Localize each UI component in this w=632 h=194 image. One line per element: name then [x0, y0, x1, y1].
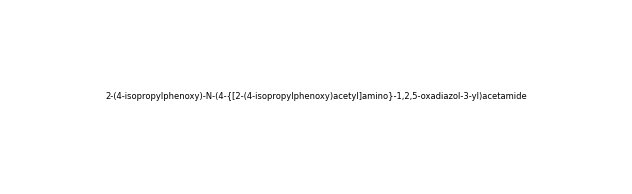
Text: 2-(4-isopropylphenoxy)-N-(4-{[2-(4-isopropylphenoxy)acetyl]amino}-1,2,5-oxadiazo: 2-(4-isopropylphenoxy)-N-(4-{[2-(4-isopr… — [105, 93, 527, 101]
